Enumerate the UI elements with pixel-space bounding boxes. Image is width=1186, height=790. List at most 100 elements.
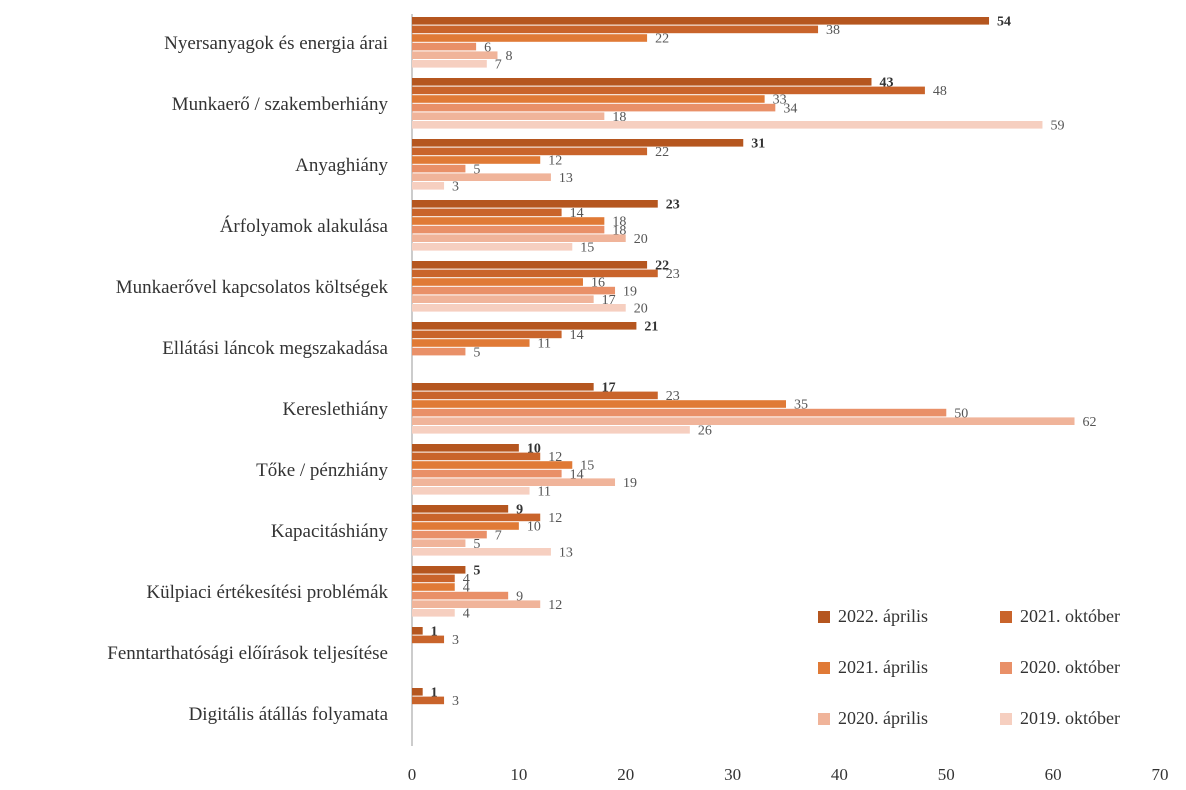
category-label: Külpiaci értékesítési problémák <box>146 582 388 603</box>
bar <box>412 600 541 608</box>
bar <box>412 444 519 452</box>
bar <box>412 225 605 234</box>
legend-label: 2022. április <box>838 606 928 626</box>
bar <box>412 522 519 530</box>
value-label: 3 <box>452 180 459 195</box>
bar <box>412 322 637 330</box>
value-label: 1 <box>431 625 438 640</box>
value-label: 5 <box>473 564 480 579</box>
x-tick-label: 60 <box>1045 765 1062 784</box>
bar <box>412 583 455 591</box>
bar <box>412 25 819 34</box>
bar <box>412 121 1043 129</box>
bar <box>412 217 605 225</box>
bar <box>412 173 551 181</box>
bar <box>412 566 466 574</box>
value-label: 8 <box>505 49 512 64</box>
bar <box>412 286 616 295</box>
x-tick-label: 70 <box>1152 765 1169 784</box>
value-label: 1 <box>431 686 438 701</box>
bar <box>412 261 648 269</box>
bar <box>412 347 466 356</box>
bar <box>412 78 872 86</box>
bar <box>412 635 445 644</box>
value-label: 12 <box>548 598 562 613</box>
value-label: 9 <box>516 503 523 518</box>
bar <box>412 139 744 147</box>
x-tick-label: 50 <box>938 765 955 784</box>
x-tick-label: 30 <box>724 765 741 784</box>
x-tick-label: 40 <box>831 765 848 784</box>
bar <box>412 34 648 42</box>
bar <box>412 156 541 164</box>
bar <box>412 295 594 303</box>
bar <box>412 548 551 556</box>
value-label: 23 <box>666 267 680 282</box>
value-label: 19 <box>623 284 637 299</box>
value-label: 18 <box>612 215 626 230</box>
bar <box>412 539 466 547</box>
legend-swatch <box>1000 611 1012 623</box>
legend-swatch <box>1000 662 1012 674</box>
bar <box>412 391 658 400</box>
category-label: Árfolyamok alakulása <box>220 215 389 237</box>
bar <box>412 200 658 208</box>
value-label: 10 <box>527 520 541 535</box>
value-label: 22 <box>655 32 669 47</box>
value-label: 4 <box>463 607 470 622</box>
bar <box>412 696 445 705</box>
value-label: 9 <box>516 589 523 604</box>
legend-swatch <box>818 611 830 623</box>
bar <box>412 609 455 617</box>
legend-swatch <box>818 662 830 674</box>
value-label: 14 <box>570 328 584 343</box>
value-label: 33 <box>773 93 787 108</box>
bar <box>412 51 498 59</box>
bar <box>412 688 423 696</box>
value-label: 21 <box>644 320 658 335</box>
bar <box>412 408 947 417</box>
value-label: 3 <box>452 633 459 648</box>
legend-swatch <box>1000 713 1012 725</box>
legend-swatch <box>818 713 830 725</box>
legend-label: 2020. október <box>1020 657 1120 677</box>
bar <box>412 426 690 434</box>
bar <box>412 330 562 339</box>
value-label: 22 <box>655 145 669 160</box>
category-label: Anyaghiány <box>295 155 388 176</box>
value-label: 19 <box>623 476 637 491</box>
bar <box>412 112 605 120</box>
bar <box>412 234 626 242</box>
bar <box>412 505 509 513</box>
value-label: 7 <box>495 528 502 543</box>
legend-label: 2020. április <box>838 708 928 728</box>
bar <box>412 469 562 478</box>
bar <box>412 95 765 103</box>
value-label: 15 <box>580 241 594 256</box>
value-label: 4 <box>463 581 470 596</box>
value-label: 4 <box>463 572 470 587</box>
bar <box>412 278 583 286</box>
value-label: 31 <box>751 137 765 152</box>
bar <box>412 182 445 190</box>
bar <box>412 147 648 156</box>
value-label: 13 <box>559 546 573 561</box>
value-label: 20 <box>634 302 648 317</box>
value-label: 23 <box>666 198 680 213</box>
value-label: 26 <box>698 424 712 439</box>
category-label: Munkaerő / szakemberhiány <box>172 94 389 115</box>
value-label: 11 <box>538 485 551 500</box>
category-label: Kereslethiány <box>282 399 388 420</box>
value-label: 22 <box>655 259 669 274</box>
category-label: Fenntarthatósági előírások teljesítése <box>107 643 388 664</box>
value-label: 12 <box>548 511 562 526</box>
x-tick-label: 10 <box>510 765 527 784</box>
value-label: 38 <box>826 23 840 38</box>
category-label: Kapacitáshiány <box>271 521 389 542</box>
bar <box>412 269 658 278</box>
bar <box>412 530 487 539</box>
bar <box>412 574 455 583</box>
category-label: Digitális átállás folyamata <box>189 704 389 725</box>
value-label: 6 <box>484 40 491 55</box>
legend-label: 2021. október <box>1020 606 1120 626</box>
